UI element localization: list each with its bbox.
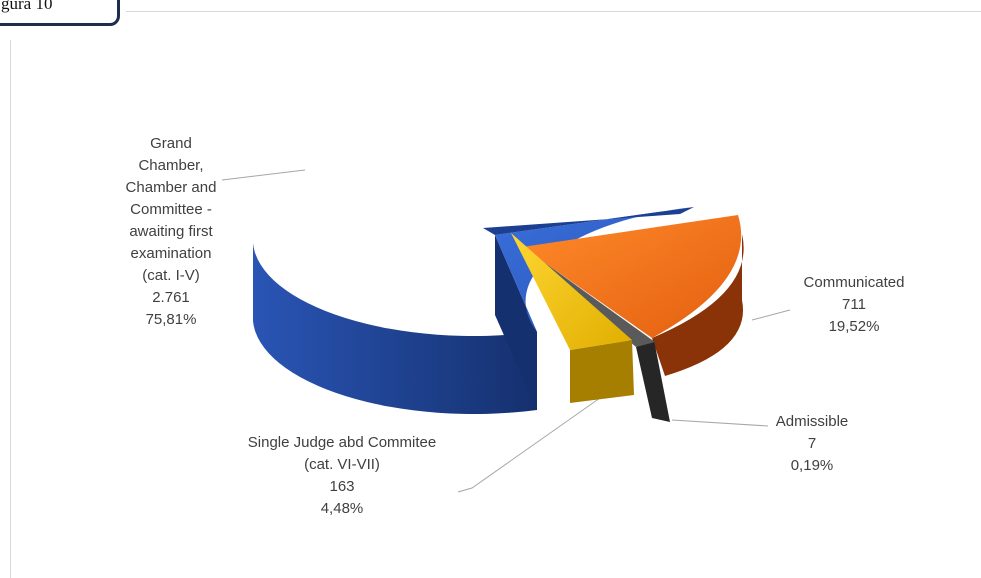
slice-grand-chamber-side	[253, 243, 537, 415]
data-label-line: 4,48%	[321, 500, 364, 517]
data-label-line: (cat. VI-VII)	[304, 456, 380, 473]
data-label-line: Committee -	[130, 201, 212, 218]
data-label-line: Chamber,	[138, 157, 203, 174]
leader-line-admissible	[671, 419, 769, 427]
data-label-grand-chamber: Grand Chamber, Chamber and Committee - await…	[126, 135, 217, 328]
leader-line-communicated	[751, 309, 791, 321]
leader-line-single-judge	[457, 397, 601, 493]
figure-label-box: gura 10	[0, 0, 120, 26]
data-label-line: 19,52%	[829, 318, 880, 335]
slice-grand-chamber-inner-wedge	[483, 207, 694, 235]
data-label-communicated: Communicated 711 19,52%	[804, 274, 905, 335]
data-label-line: 163	[329, 478, 354, 495]
chart-frame-top-border	[126, 11, 981, 12]
data-label-line: 75,81%	[146, 311, 197, 328]
figure-label: gura 10	[1, 0, 53, 13]
data-label-line: awaiting first	[129, 223, 213, 240]
data-label-line: Communicated	[804, 274, 905, 291]
slice-communicated-top	[522, 215, 742, 338]
leader-lines	[221, 169, 791, 493]
data-labels: Grand Chamber, Chamber and Committee - await…	[126, 135, 905, 517]
chart-frame-left-border	[10, 40, 11, 578]
slice-grand-chamber-cut-face	[495, 235, 537, 410]
slice-grand-chamber	[253, 207, 694, 415]
data-label-line: 0,19%	[791, 457, 834, 474]
slice-single-judge-side	[570, 340, 634, 403]
slice-grand-chamber-top	[495, 207, 694, 332]
data-label-admissible: Admissible 7 0,19%	[776, 413, 849, 474]
slice-communicated	[522, 215, 744, 376]
leader-line-grand-chamber	[221, 169, 306, 181]
data-label-line: 7	[808, 435, 816, 452]
data-label-line: Chamber and	[126, 179, 217, 196]
data-label-line: 2.761	[152, 289, 190, 306]
data-label-single-judge: Single Judge abd Commitee (cat. VI-VII) 16…	[248, 434, 436, 517]
data-label-line: examination	[131, 245, 212, 262]
data-label-line: (cat. I-V)	[142, 267, 200, 284]
slice-communicated-side	[652, 234, 744, 376]
slice-single-judge	[511, 233, 634, 403]
data-label-line: Admissible	[776, 413, 849, 430]
slice-single-judge-top	[511, 233, 632, 350]
data-label-line: Single Judge abd Commitee	[248, 434, 436, 451]
slice-admissible-side	[636, 340, 670, 422]
data-label-line: Grand	[150, 135, 192, 152]
data-label-line: 711	[842, 296, 866, 313]
